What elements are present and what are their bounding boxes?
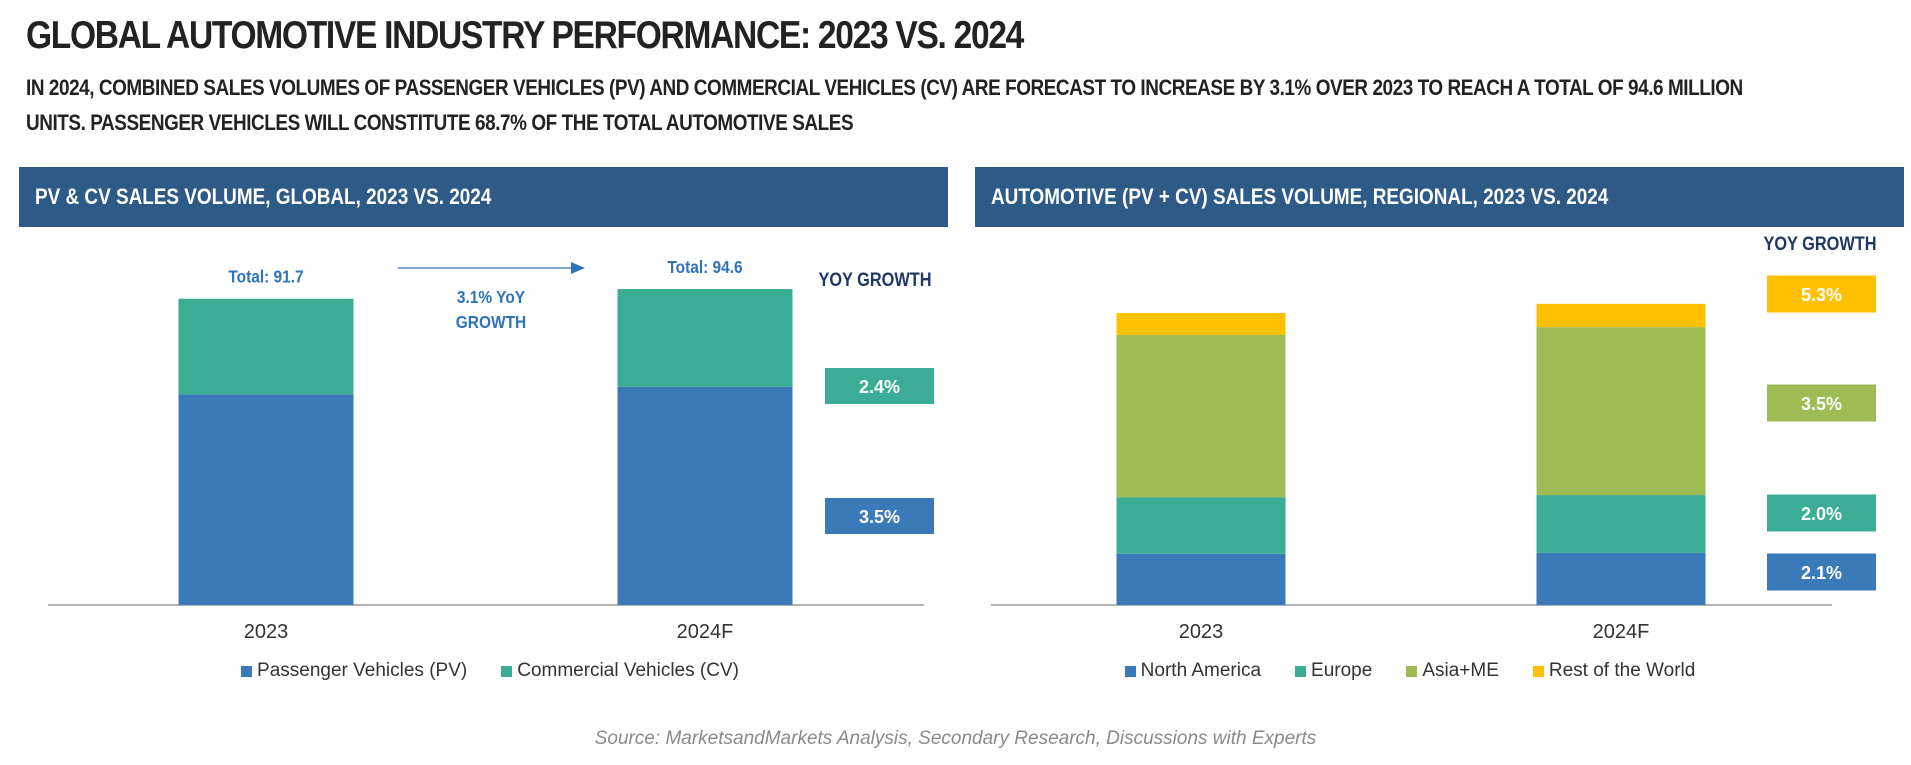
yoy-growth-value: 2.0% [1801, 504, 1842, 524]
legend-swatch [1295, 665, 1307, 677]
legend-label: North America [1140, 660, 1262, 681]
yoy-growth-value: 3.5% [1801, 394, 1842, 414]
legend-label: Europe [1311, 660, 1373, 681]
left-legend: Passenger Vehicles (PV) Commercial Vehicl… [241, 660, 739, 683]
yoy-growth-box-asia-me [1767, 384, 1876, 422]
yoy-growth-box-passenger-vehicles-pv- [825, 498, 934, 534]
legend-item: North America [1124, 660, 1262, 682]
legend-label: Rest of the World [1548, 660, 1696, 681]
bar-north-america-2024f [1536, 552, 1706, 605]
x-tick-label: 2024F [1593, 621, 1650, 643]
right-legend: North America Europe Asia+ME Rest of the Wo… [1124, 660, 1696, 683]
bar-europe-2023 [1116, 497, 1286, 554]
yoy-growth-box-commercial-vehicles-cv- [825, 368, 934, 404]
bar-rest-of-the-world-2023 [1116, 312, 1286, 335]
yoy-growth-value: 3.5% [859, 507, 900, 527]
legend-item: Europe [1295, 660, 1372, 682]
total-label: Total: 94.6 [667, 257, 742, 277]
bar-asia-me-2024f [1536, 327, 1706, 496]
legend-label: Passenger Vehicles (PV) [257, 660, 468, 681]
total-label: Total: 91.7 [228, 267, 303, 287]
yoy-growth-box-europe [1767, 494, 1876, 532]
bar-passenger-vehicles-pv--2024f [617, 386, 793, 605]
page-subtitle: IN 2024, COMBINED SALES VOLUMES OF PASSE… [26, 75, 1743, 135]
bar-passenger-vehicles-pv--2023 [178, 394, 354, 605]
bar-north-america-2023 [1116, 553, 1286, 605]
growth-arrow-label: 3.1% YoY [457, 287, 525, 307]
legend-item: Commercial Vehicles (CV) [501, 660, 739, 682]
growth-arrow-label: GROWTH [456, 312, 526, 332]
legend-item: Rest of the World [1532, 660, 1696, 682]
legend-item: Passenger Vehicles (PV) [241, 660, 467, 682]
legend-swatch [1406, 665, 1418, 677]
yoy-growth-title: YOY GROWTH [818, 269, 931, 290]
x-tick-label: 2024F [677, 621, 734, 643]
source-note: Source: MarketsandMarkets Analysis, Seco… [594, 728, 1317, 749]
bar-commercial-vehicles-cv--2023 [178, 298, 354, 395]
yoy-growth-value: 2.1% [1801, 563, 1842, 583]
yoy-growth-box-north-america [1767, 553, 1876, 591]
yoy-growth-box-rest-of-the-world [1767, 275, 1876, 313]
left-panel-header: PV & CV SALES VOLUME, GLOBAL, 2023 VS. 2… [19, 167, 948, 227]
yoy-growth-value: 5.3% [1801, 285, 1842, 305]
legend-label: Asia+ME [1422, 660, 1499, 681]
x-tick-label: 2023 [1179, 621, 1224, 643]
yoy-growth-title: YOY GROWTH [1763, 233, 1876, 254]
growth-arrow-head [571, 262, 585, 274]
legend-label: Commercial Vehicles (CV) [517, 660, 739, 681]
x-tick-label: 2023 [244, 621, 289, 643]
bar-rest-of-the-world-2024f [1536, 303, 1706, 328]
legend-swatch [501, 665, 513, 677]
bar-commercial-vehicles-cv--2024f [617, 289, 793, 387]
left-panel-title: PV & CV SALES VOLUME, GLOBAL, 2023 VS. 2… [35, 184, 492, 209]
legend-swatch [1124, 665, 1136, 677]
bar-europe-2024f [1536, 495, 1706, 553]
yoy-growth-value: 2.4% [859, 377, 900, 397]
bar-asia-me-2023 [1116, 334, 1286, 498]
legend-swatch [1532, 665, 1544, 677]
legend-swatch [241, 665, 253, 677]
right-panel-title: AUTOMOTIVE (PV + CV) SALES VOLUME, REGIO… [991, 184, 1609, 209]
page-title: GLOBAL AUTOMOTIVE INDUSTRY PERFORMANCE: … [26, 14, 1024, 57]
legend-item: Asia+ME [1406, 660, 1499, 682]
right-panel-header: AUTOMOTIVE (PV + CV) SALES VOLUME, REGIO… [975, 167, 1904, 227]
